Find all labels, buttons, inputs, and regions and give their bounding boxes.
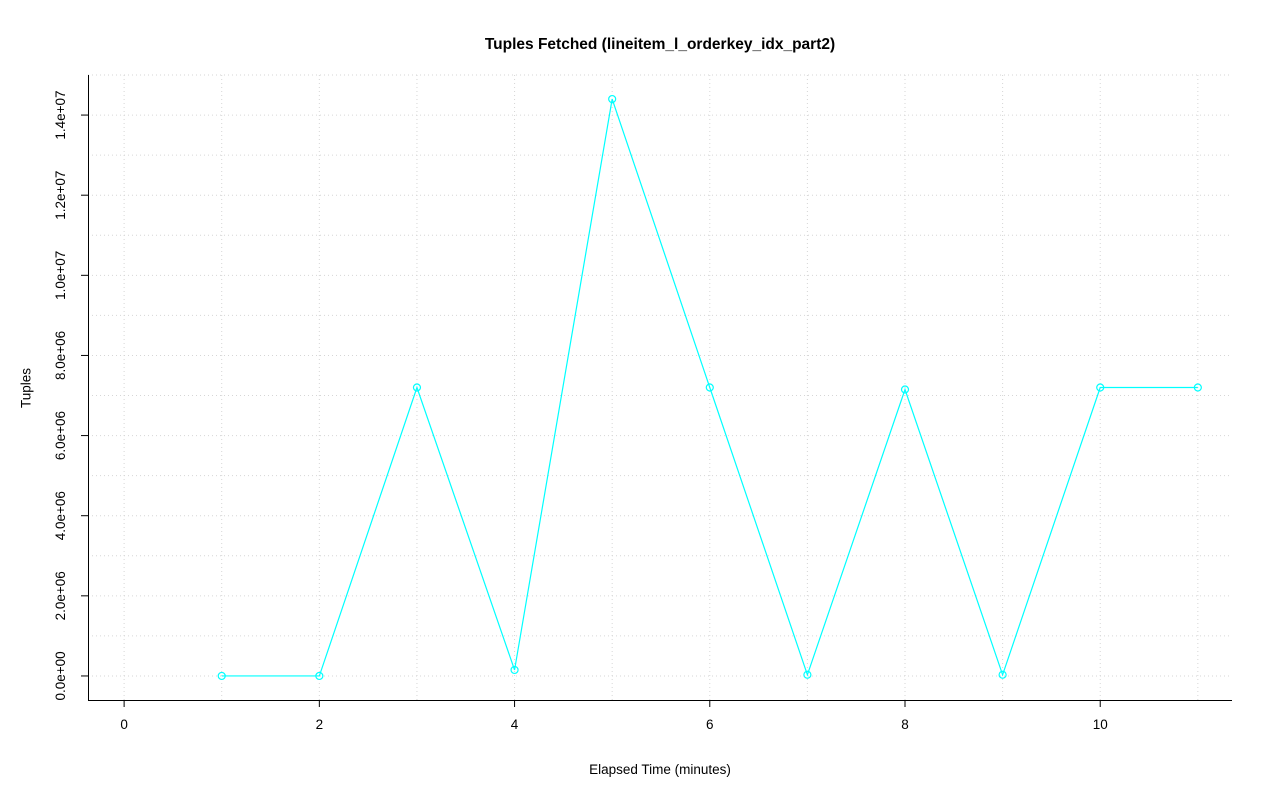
data-point: [217, 671, 226, 681]
y-axis-ticks: 0.0e+00 2.0e+06 4.0e+06 6.0e+06 8.0e+06 1.0e+…: [53, 90, 88, 701]
x-axis-label: Elapsed Time (minutes): [589, 762, 731, 777]
data-point: [803, 670, 812, 679]
y-tick-label: 4.0e+06: [53, 491, 68, 540]
series-line: [221, 98, 1198, 677]
x-tick-label: 6: [706, 717, 714, 732]
x-tick-label: 10: [1093, 717, 1108, 732]
x-tick-label: 4: [511, 717, 519, 732]
data-point: [1096, 383, 1105, 392]
data-point: [608, 94, 617, 104]
data-points: [217, 94, 1202, 681]
chart-title: Tuples Fetched (lineitem_l_orderkey_idx_…: [484, 36, 836, 53]
x-tick-label: 2: [316, 717, 324, 732]
data-point: [705, 383, 714, 392]
data-point: [900, 385, 910, 394]
x-tick-label: 8: [901, 717, 909, 732]
data-point: [510, 665, 519, 675]
y-tick-label: 1.2e+07: [53, 171, 68, 220]
y-tick-label: 0.0e+00: [53, 651, 68, 700]
y-tick-label: 1.0e+07: [53, 251, 68, 300]
data-point: [998, 670, 1007, 679]
data-point: [1193, 383, 1202, 392]
y-tick-label: 1.4e+07: [53, 90, 68, 139]
data-point: [315, 671, 324, 681]
x-tick-label: 0: [120, 717, 128, 732]
x-axis-ticks: 0 2 4 6 8 10: [120, 700, 1108, 732]
gridlines: [88, 74, 1232, 700]
y-tick-label: 2.0e+06: [53, 571, 68, 620]
y-tick-label: 6.0e+06: [53, 411, 68, 460]
y-axis-label: Tuples: [18, 367, 34, 409]
data-point: [412, 383, 422, 392]
y-tick-label: 8.0e+06: [53, 331, 68, 380]
